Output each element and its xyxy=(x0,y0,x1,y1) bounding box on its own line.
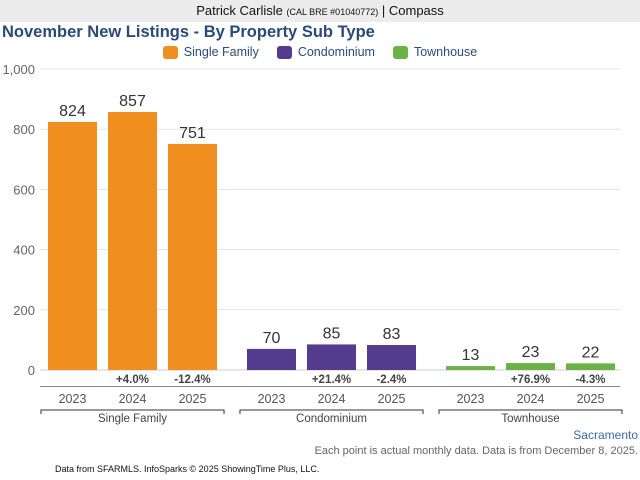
bar-value-label: 23 xyxy=(522,344,540,361)
y-tick-label: 600 xyxy=(13,182,35,197)
chart-plot: 0 200 400 600 800 1,000 824 2023 857 +4.0% 2024 751… xyxy=(2,62,623,425)
header-separator: | xyxy=(381,3,386,18)
x-tick-label: 2025 xyxy=(378,392,406,406)
bar-value-label: 857 xyxy=(119,93,146,110)
group-label: Townhouse xyxy=(501,413,559,425)
x-tick-label: 2023 xyxy=(258,392,286,406)
legend-label: Townhouse xyxy=(413,45,478,59)
group-label: Condominium xyxy=(296,413,367,425)
x-tick-label: 2024 xyxy=(517,392,545,406)
x-tick-label: 2025 xyxy=(179,392,207,406)
bar xyxy=(367,345,416,370)
x-tick-label: 2023 xyxy=(457,392,485,406)
bar-value-label: 824 xyxy=(59,103,86,120)
x-tick-label: 2025 xyxy=(577,392,605,406)
y-tick-label: 0 xyxy=(28,363,35,378)
change-label: +4.0% xyxy=(116,374,149,386)
bar xyxy=(446,366,495,370)
data-source: Data from SFARMLS. InfoSparks © 2025 Sho… xyxy=(55,464,320,474)
bar-value-label: 13 xyxy=(462,347,480,364)
group-bracket xyxy=(40,409,225,414)
data-note: Each point is actual monthly data. Data … xyxy=(314,445,638,457)
x-tick-label: 2024 xyxy=(318,392,346,406)
y-tick-label: 400 xyxy=(13,243,35,258)
bar xyxy=(48,121,97,370)
legend-label: Single Family xyxy=(183,45,259,59)
chart-title: November New Listings - By Property Sub … xyxy=(2,23,375,41)
y-tick-label: 200 xyxy=(13,303,35,318)
change-label: +76.9% xyxy=(511,374,550,386)
region-label[interactable]: Sacramento xyxy=(573,428,638,442)
bar xyxy=(108,112,157,370)
bar xyxy=(506,363,555,370)
agent-license: (CAL BRE #01040772) xyxy=(286,7,379,17)
group-bracket xyxy=(438,409,623,414)
legend-swatch-townhouse xyxy=(392,45,408,59)
x-tick-label: 2023 xyxy=(59,392,87,406)
legend-swatch-condominium xyxy=(276,45,292,59)
agent-header: Patrick Carlisle (CAL BRE #01040772) | C… xyxy=(0,0,640,22)
group-label: Single Family xyxy=(98,413,167,425)
bar xyxy=(247,348,296,370)
bar xyxy=(168,143,217,370)
bar-value-label: 85 xyxy=(323,325,341,342)
y-tick-label: 800 xyxy=(13,122,35,137)
legend-swatch-single-family xyxy=(162,45,178,59)
brokerage-name: Compass xyxy=(388,3,444,18)
legend-item-townhouse[interactable]: Townhouse xyxy=(392,45,478,59)
bar-value-label: 70 xyxy=(263,330,281,347)
chart-legend: Single Family Condominium Townhouse xyxy=(0,45,640,59)
legend-item-single-family[interactable]: Single Family xyxy=(162,45,259,59)
change-label: -2.4% xyxy=(376,374,406,386)
change-label: +21.4% xyxy=(312,374,351,386)
legend-label: Condominium xyxy=(297,45,375,59)
change-label: -4.3% xyxy=(575,374,605,386)
bar-value-label: 751 xyxy=(179,125,206,142)
bar xyxy=(566,363,615,370)
bar-value-label: 22 xyxy=(582,344,600,361)
x-tick-label: 2024 xyxy=(119,392,147,406)
y-tick-label: 1,000 xyxy=(2,62,35,77)
agent-name: Patrick Carlisle xyxy=(196,3,283,18)
group-bracket xyxy=(239,409,424,414)
bar-value-label: 83 xyxy=(383,326,401,343)
legend-item-condominium[interactable]: Condominium xyxy=(276,45,375,59)
bar xyxy=(307,344,356,370)
change-label: -12.4% xyxy=(174,374,210,386)
